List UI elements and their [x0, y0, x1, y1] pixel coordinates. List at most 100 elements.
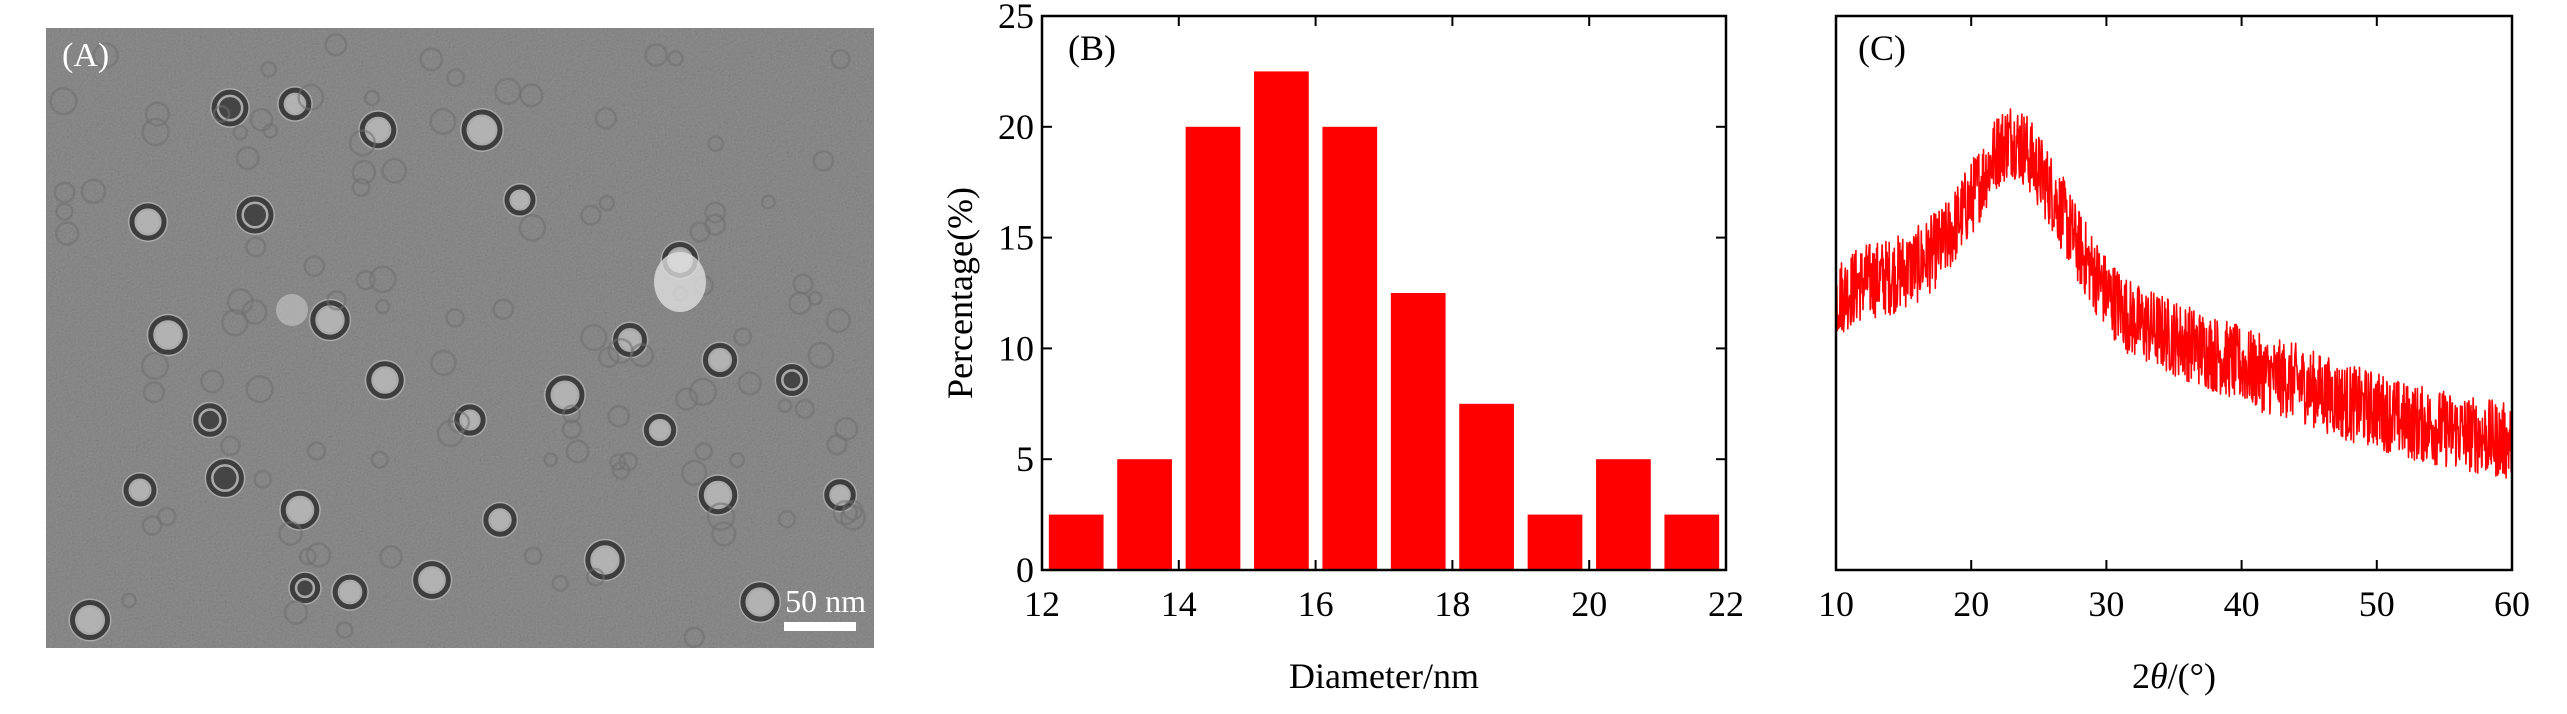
- nanoparticle-core: [317, 307, 343, 333]
- background-ring: [674, 387, 699, 411]
- background-ring: [324, 33, 348, 57]
- background-ring: [306, 441, 327, 461]
- xrd-x-tick-label: 60: [2494, 584, 2530, 624]
- background-ring: [232, 124, 249, 141]
- xrd-x-tick-label: 20: [1953, 584, 1989, 624]
- histogram-ticks: 12 14 16 18 20 22 0 5 10 15 20 25: [998, 0, 1744, 624]
- background-ring: [580, 204, 602, 226]
- nanoparticle-core: [200, 410, 220, 430]
- background-ring: [220, 435, 241, 457]
- histogram-bar: [1117, 459, 1172, 570]
- nanoparticle-core: [297, 580, 313, 596]
- nanoparticle-core: [783, 371, 801, 389]
- background-ring: [825, 307, 851, 334]
- background-ring: [351, 177, 371, 197]
- background-ring: [335, 621, 354, 639]
- background-ring: [644, 43, 668, 67]
- background-ring: [303, 255, 326, 277]
- histogram-bar: [1322, 126, 1378, 571]
- background-ring: [832, 500, 858, 526]
- background-ring: [729, 452, 746, 469]
- scale-bar-label: 50 nm: [785, 583, 866, 619]
- background-ring: [565, 439, 590, 464]
- background-ring: [777, 510, 797, 529]
- background-ring: [430, 349, 457, 377]
- background-ring: [326, 290, 347, 311]
- background-ring: [141, 515, 163, 536]
- background-ring: [492, 298, 515, 321]
- background-ring: [830, 49, 851, 70]
- xrd-x-tick-label: 40: [2224, 584, 2260, 624]
- background-ring: [260, 60, 278, 78]
- panel-a-label: (A): [62, 37, 109, 74]
- background-ring: [429, 108, 457, 135]
- histogram-x-tick-label: 14: [1161, 584, 1197, 624]
- background-ring: [689, 221, 711, 243]
- background-ring: [445, 308, 465, 328]
- background-ring: [245, 236, 267, 258]
- background-ring: [245, 375, 274, 404]
- background-ring: [760, 194, 776, 210]
- background-ring: [140, 351, 170, 380]
- histogram-x-axis-title: Diameter/nm: [1289, 656, 1479, 696]
- nanoparticle-core: [340, 582, 360, 602]
- histogram-x-tick-label: 22: [1708, 584, 1744, 624]
- histogram-bar: [1527, 514, 1583, 570]
- background-ring: [733, 327, 753, 347]
- background-ring: [523, 546, 543, 566]
- scale-bar: [784, 622, 856, 631]
- background-ring: [597, 346, 620, 369]
- nanoparticle-ring: [366, 361, 404, 399]
- background-ring: [561, 419, 582, 440]
- background-ring: [737, 371, 763, 396]
- background-ring: [200, 369, 225, 394]
- nanoparticle-ring: [504, 184, 536, 216]
- background-ring: [351, 159, 377, 185]
- nanoparticle-core: [243, 203, 267, 227]
- background-ring: [594, 106, 617, 130]
- background-ring: [348, 129, 377, 157]
- nanoparticle-ring: [643, 413, 677, 447]
- nanoparticle-ring: [129, 203, 167, 241]
- xrd-frame: [1834, 14, 2514, 572]
- xrd-x-axis-title-prefix: 2: [2132, 656, 2150, 696]
- nanoparticle-core: [130, 480, 150, 500]
- background-ring: [629, 343, 655, 368]
- panel-a-micrograph: (A) 50 nm: [46, 28, 874, 648]
- background-ring: [381, 157, 408, 184]
- xrd-x-axis-title-suffix: /(°): [2168, 656, 2216, 696]
- nanoparticle-core: [367, 119, 389, 141]
- background-ring: [667, 50, 684, 67]
- background-ring: [55, 202, 74, 221]
- histogram-bar: [1390, 293, 1446, 570]
- histogram-bar: [1185, 126, 1241, 571]
- background-ring: [812, 150, 835, 172]
- nanoparticle-ring: [69, 599, 111, 641]
- nanoparticle-core: [620, 330, 640, 350]
- histogram-bar: [1596, 459, 1651, 570]
- background-ring: [543, 452, 559, 468]
- nanoparticle-ring: [461, 109, 503, 151]
- histogram-y-tick-label: 15: [998, 218, 1034, 258]
- histogram-bar: [1048, 514, 1104, 570]
- background-ring: [683, 626, 705, 648]
- nanoparticle-ring: [776, 364, 808, 396]
- nanoparticle-core: [747, 589, 773, 615]
- background-ring: [447, 410, 471, 434]
- nanoparticle-ring: [413, 561, 451, 599]
- nanoparticle-core: [831, 486, 849, 504]
- histogram-y-axis-title: Percentage(%): [940, 187, 980, 399]
- background-ring: [607, 404, 631, 428]
- nanoparticle-core: [136, 210, 160, 234]
- nanoparticle-core: [420, 568, 444, 592]
- background-ring: [379, 545, 403, 569]
- histogram-bar: [1664, 514, 1720, 570]
- background-ring: [297, 83, 325, 111]
- xrd-series-line: [1835, 108, 2513, 479]
- xrd-x-tick-label: 10: [1818, 584, 1854, 624]
- background-ring: [586, 567, 605, 587]
- background-ring: [144, 101, 171, 127]
- nanoparticle-ring: [123, 473, 157, 507]
- background-ring: [49, 87, 78, 116]
- background-ring: [92, 42, 119, 69]
